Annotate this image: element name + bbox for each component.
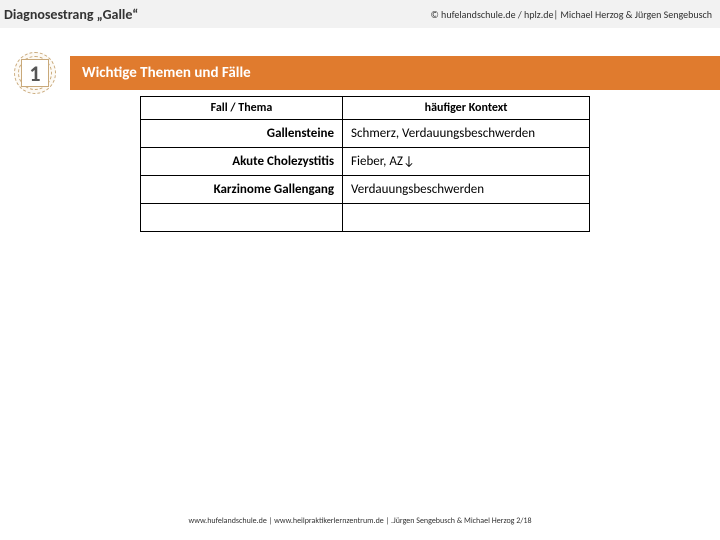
page-footer: www.hufelandschule.de | www.heilpraktike… <box>0 516 720 526</box>
section-number: 1 <box>21 59 49 87</box>
table-row: Akute Cholezystitis Fieber, AZ↓ <box>141 148 590 176</box>
cases-table-wrap: Fall / Thema häufiger Kontext Gallenstei… <box>140 96 590 232</box>
case-cell: Akute Cholezystitis <box>141 148 343 176</box>
table-header-context: häufiger Kontext <box>343 97 590 120</box>
case-cell: Gallensteine <box>141 120 343 148</box>
header-copyright: © hufelandschule.de / hplz.de| Michael H… <box>430 8 712 21</box>
table-row <box>141 204 590 232</box>
context-cell: Verdauungsbeschwerden <box>343 176 590 204</box>
table-header-case: Fall / Thema <box>141 97 343 120</box>
context-cell <box>343 204 590 232</box>
table-row: Gallensteine Schmerz, Verdauungsbeschwer… <box>141 120 590 148</box>
header-title-left: Diagnosestrang „Galle“ <box>4 6 138 23</box>
cases-table: Fall / Thema häufiger Kontext Gallenstei… <box>140 96 590 232</box>
case-cell <box>141 204 343 232</box>
badge-container: 1 <box>0 56 70 90</box>
table-header-row: Fall / Thema häufiger Kontext <box>141 97 590 120</box>
section-number-badge: 1 <box>14 52 56 94</box>
page-header: Diagnosestrang „Galle“ © hufelandschule.… <box>0 0 720 28</box>
context-cell: Schmerz, Verdauungsbeschwerden <box>343 120 590 148</box>
context-cell: Fieber, AZ↓ <box>343 148 590 176</box>
section-heading-row: 1 Wichtige Themen und Fälle <box>0 56 720 90</box>
table-row: Karzinome Gallengang Verdauungsbeschwerd… <box>141 176 590 204</box>
section-title: Wichtige Themen und Fälle <box>82 64 251 82</box>
section-title-bar: Wichtige Themen und Fälle <box>70 56 720 90</box>
case-cell: Karzinome Gallengang <box>141 176 343 204</box>
